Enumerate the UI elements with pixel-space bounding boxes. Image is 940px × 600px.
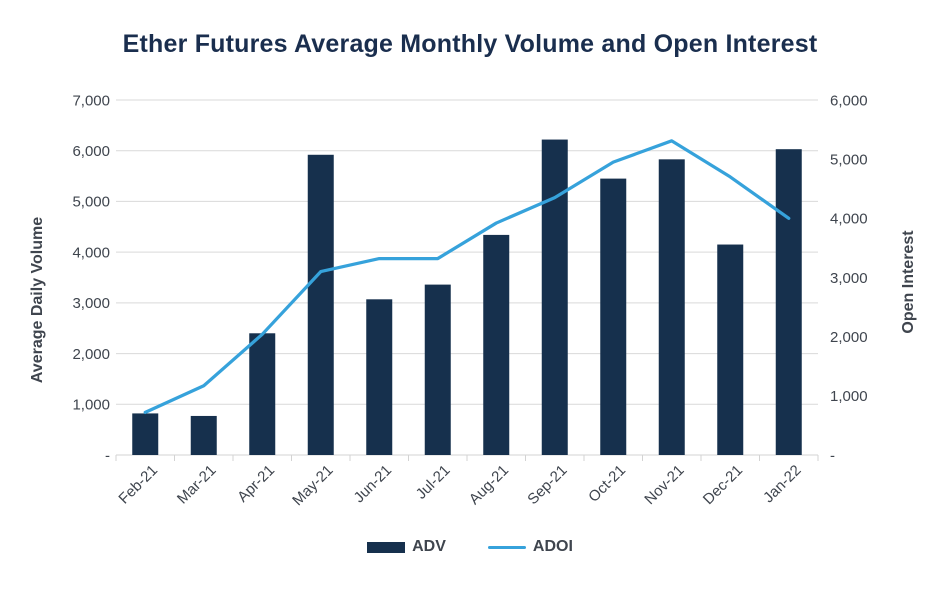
x-axis-tick-label: Apr-21 (234, 462, 278, 506)
right-axis-tick-label: 6,000 (830, 92, 868, 109)
adv-bar-may-21 (307, 154, 334, 455)
adv-bar-jan-22 (775, 149, 802, 455)
adv-bar-dec-21 (717, 244, 744, 455)
right-axis-tick-label: 5,000 (830, 151, 868, 168)
adv-bar-sep-21 (541, 139, 568, 456)
x-axis-tick-label: Dec-21 (700, 462, 746, 508)
right-axis-tick-label: 2,000 (830, 329, 868, 346)
left-axis-tick-label: 2,000 (72, 346, 110, 363)
adv-bar-jul-21 (424, 284, 451, 455)
right-axis-tick-label: 4,000 (830, 211, 868, 228)
x-axis-tick-label: Aug-21 (466, 462, 512, 508)
left-axis-tick-label: 6,000 (72, 143, 110, 160)
left-axis-tick-label: 1,000 (72, 397, 110, 414)
left-axis-tick-label: 5,000 (72, 194, 110, 211)
x-axis-tick-label: Feb-21 (115, 462, 161, 508)
adv-bar-apr-21 (249, 333, 276, 455)
adv-bar-jun-21 (366, 299, 393, 455)
left-axis-tick-label: - (105, 447, 110, 464)
x-axis-tick-label: May-21 (289, 462, 336, 509)
left-axis-tick-label: 3,000 (72, 295, 110, 312)
right-axis-tick-label: 1,000 (830, 388, 868, 405)
adv-bar-aug-21 (483, 234, 510, 455)
x-axis-tick-label: Oct-21 (585, 462, 629, 506)
x-axis-tick-label: Jan-22 (760, 462, 804, 506)
adv-bar-feb-21 (132, 413, 159, 455)
chart-title: Ether Futures Average Monthly Volume and… (122, 30, 818, 58)
right-axis-tick-label: 3,000 (830, 270, 868, 287)
legend-item-adoi: ADOI (487, 538, 573, 556)
adoi-legend-label: ADOI (532, 538, 573, 555)
x-axis-tick-label: Jul-21 (413, 462, 454, 503)
left-axis-tick-label: 7,000 (72, 92, 110, 109)
left-axis-tick-label: 4,000 (72, 244, 110, 261)
legend: ADV ADOI (0, 538, 940, 556)
x-axis-tick-label: Sep-21 (524, 462, 570, 508)
right-axis-tick-label: - (830, 447, 835, 464)
adv-bar-oct-21 (600, 178, 627, 455)
x-axis-tick-label: Jun-21 (351, 462, 395, 506)
x-axis-tick-label: Nov-21 (641, 462, 687, 508)
adv-bar-nov-21 (658, 159, 685, 456)
adv-bar-swatch-icon (367, 541, 406, 553)
legend-item-adv: ADV (367, 538, 446, 556)
adoi-line-swatch-icon (487, 545, 526, 549)
x-axis-tick-label: Mar-21 (174, 462, 220, 508)
adv-bar-mar-21 (190, 415, 217, 455)
adoi-line (143, 139, 791, 415)
adv-legend-label: ADV (412, 538, 446, 555)
